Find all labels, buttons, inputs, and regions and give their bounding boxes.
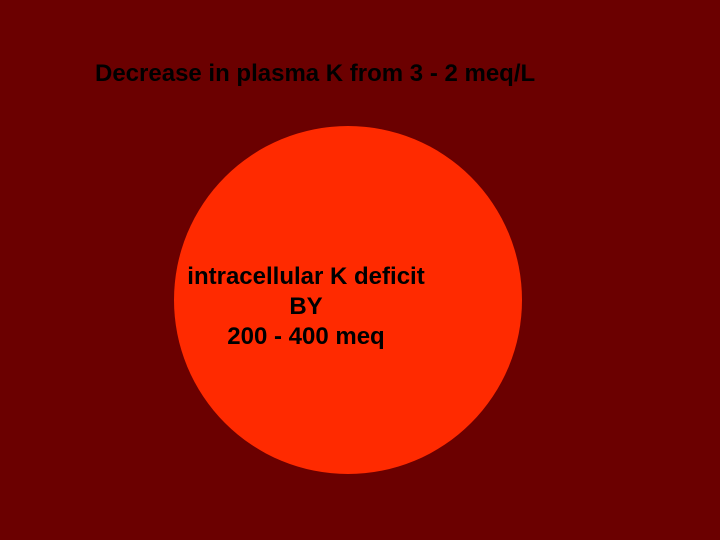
slide-title: Decrease in plasma K from 3 - 2 meq/L <box>95 60 535 88</box>
circle-caption-line-1: intracellular K deficit <box>187 262 424 292</box>
circle-caption-line-2: BY <box>187 292 424 322</box>
circle-caption-line-3: 200 - 400 meq <box>187 322 424 352</box>
slide-canvas: Decrease in plasma K from 3 - 2 meq/L in… <box>0 0 720 540</box>
circle-caption: intracellular K deficit BY 200 - 400 meq <box>187 262 424 352</box>
